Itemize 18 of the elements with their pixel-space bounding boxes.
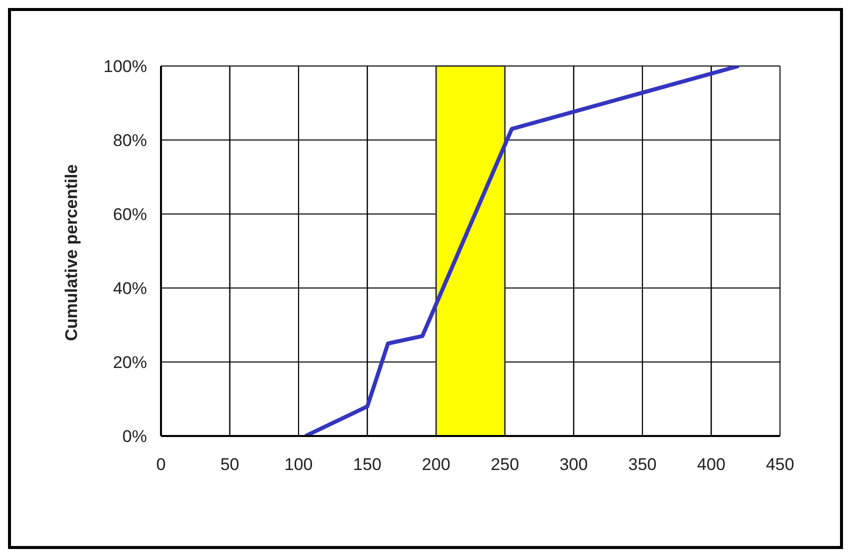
line-series — [303, 66, 741, 436]
x-tick-label: 200 — [422, 455, 450, 474]
y-tick-label: 100% — [104, 57, 147, 76]
y-tick-label: 60% — [112, 205, 147, 224]
x-tick-label: 0 — [156, 455, 166, 474]
x-tick-label: 100 — [284, 455, 313, 474]
x-tick-label: 450 — [766, 455, 794, 474]
x-tick-label: 300 — [559, 455, 588, 474]
y-tick-label: 0% — [122, 427, 147, 446]
y-tick-label: 20% — [112, 353, 147, 372]
x-tick-label: 400 — [697, 455, 726, 474]
x-tick-label: 50 — [220, 455, 240, 474]
y-tick-label: 80% — [112, 131, 147, 150]
x-tick-label: 350 — [628, 455, 657, 474]
y-axis-title: Cumulative percentile — [62, 164, 82, 341]
x-tick-label: 150 — [353, 455, 382, 474]
x-tick-label: 250 — [490, 455, 520, 474]
y-tick-label: 40% — [112, 279, 147, 298]
